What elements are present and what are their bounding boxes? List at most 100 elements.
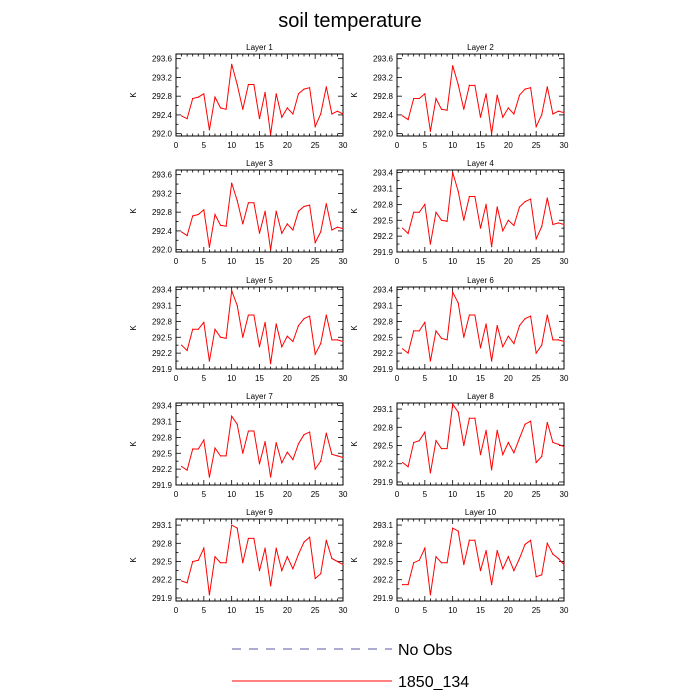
y-tick-label: 291.9: [152, 594, 173, 603]
data-point: [468, 417, 470, 419]
data-point: [303, 318, 305, 320]
panel-layer-8: Layer 8 K 0 5 10 15 20 25 30 291.9 292.2 292.5 292.8…: [350, 392, 569, 499]
data-point: [208, 246, 210, 248]
x-tick-label: 25: [532, 141, 541, 150]
y-axis-label: K: [129, 441, 138, 447]
x-tick-label: 10: [227, 490, 236, 499]
data-point: [401, 461, 404, 464]
data-point: [563, 446, 565, 448]
data-point: [535, 461, 537, 464]
data-point: [264, 441, 266, 443]
data-point: [524, 423, 526, 425]
data-point: [219, 107, 222, 109]
data-point: [275, 93, 277, 95]
data-point: [292, 113, 294, 115]
data-point: [546, 542, 548, 544]
data-point: [457, 83, 459, 86]
data-point: [496, 206, 498, 208]
data-point: [507, 441, 509, 444]
panel-title: Layer 2: [467, 43, 494, 52]
y-tick-label: 292.0: [152, 246, 173, 255]
data-point: [452, 527, 454, 529]
x-tick-label: 10: [448, 141, 457, 150]
data-point: [535, 238, 537, 240]
data-point: [496, 549, 498, 552]
data-point: [264, 321, 266, 324]
panel-title: Layer 10: [465, 508, 497, 517]
data-point: [557, 110, 560, 112]
data-point: [314, 126, 316, 128]
x-tick-label: 15: [255, 374, 264, 383]
x-tick-label: 30: [560, 141, 569, 150]
data-point: [513, 570, 515, 572]
panel-title: Layer 9: [246, 508, 273, 517]
data-point: [219, 455, 222, 457]
y-tick-label: 292.5: [152, 333, 173, 342]
x-tick-label: 25: [532, 374, 541, 383]
data-point: [258, 232, 261, 234]
data-point: [325, 203, 327, 205]
y-tick-label: 292.2: [373, 232, 394, 241]
panel-title: Layer 8: [467, 392, 494, 401]
data-point: [303, 541, 305, 543]
series-line-1850-134: [181, 414, 344, 478]
y-axis-label: K: [129, 92, 138, 98]
data-point: [342, 563, 344, 566]
data-point: [197, 213, 199, 216]
series-line-1850-134: [181, 290, 344, 364]
x-tick-label: 15: [476, 141, 485, 150]
y-tick-label: 293.6: [152, 171, 173, 180]
x-tick-label: 0: [174, 490, 179, 499]
data-point: [242, 562, 244, 564]
y-axis-label: K: [350, 441, 359, 447]
x-tick-label: 20: [504, 374, 513, 383]
data-point: [342, 340, 344, 343]
panel-title: Layer 1: [246, 43, 273, 52]
data-point: [485, 429, 487, 431]
x-tick-label: 20: [283, 374, 292, 383]
data-point: [309, 87, 311, 89]
x-tick-label: 20: [504, 606, 513, 615]
data-point: [286, 556, 288, 558]
data-point: [225, 108, 227, 110]
y-tick-label: 293.6: [373, 55, 394, 64]
panel-layer-4: Layer 4 K 0 5 10 15 20 25 30 291.9 292.2 292.5 292.8…: [350, 159, 569, 266]
series-line-1850-134: [402, 527, 565, 595]
data-point: [320, 113, 322, 115]
x-tick-label: 5: [423, 257, 428, 266]
data-point: [186, 235, 188, 237]
data-point: [452, 65, 454, 67]
y-tick-label: 293.1: [373, 521, 394, 530]
data-point: [225, 337, 227, 339]
data-point: [507, 219, 509, 221]
data-point: [281, 116, 283, 118]
y-tick-label: 293.2: [373, 73, 394, 82]
data-point: [563, 340, 565, 343]
data-point: [563, 563, 565, 566]
series-line-1850-134: [402, 290, 565, 362]
data-point: [214, 213, 216, 216]
data-point: [502, 568, 504, 570]
data-point: [541, 574, 543, 576]
data-point: [418, 330, 420, 332]
data-point: [203, 547, 205, 549]
data-point: [214, 328, 216, 330]
y-tick-label: 291.9: [373, 365, 394, 374]
data-point: [440, 337, 443, 339]
data-point: [253, 314, 255, 316]
data-point: [457, 302, 459, 304]
panel-title: Layer 6: [467, 276, 494, 285]
data-point: [331, 339, 333, 341]
data-point: [474, 195, 476, 198]
data-point: [491, 360, 493, 362]
data-point: [208, 129, 210, 131]
data-point: [429, 594, 431, 596]
data-point: [485, 323, 487, 325]
data-point: [407, 119, 409, 121]
x-tick-label: 5: [423, 490, 428, 499]
y-tick-label: 293.1: [152, 418, 173, 427]
series-line-1850-134: [181, 182, 344, 250]
data-point: [203, 439, 205, 441]
data-point: [552, 553, 554, 555]
